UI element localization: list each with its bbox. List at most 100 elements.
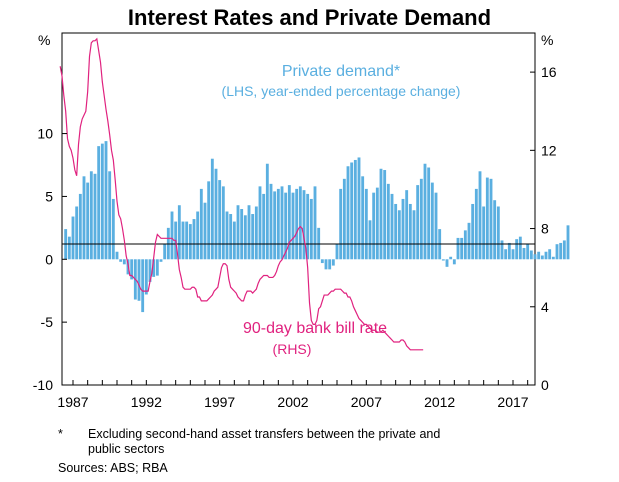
bar	[225, 211, 229, 260]
bar	[306, 193, 310, 260]
left-tick-label: 0	[45, 251, 53, 267]
bar	[566, 225, 570, 260]
bar	[562, 240, 566, 260]
bar	[203, 202, 207, 260]
bar	[309, 198, 313, 260]
bar	[302, 190, 306, 260]
bar	[434, 192, 438, 260]
left-axis-unit: %	[38, 32, 50, 48]
x-axis-ticks: 1987 1992 1997 2002 2007 2012 2017	[57, 380, 529, 410]
footnote-text: Excluding second-hand asset transfers be…	[88, 427, 528, 457]
bar	[262, 193, 266, 260]
bar	[467, 222, 471, 260]
bar	[526, 244, 530, 260]
bar	[335, 244, 339, 260]
plot-area	[61, 32, 536, 386]
bar	[78, 193, 82, 260]
bar	[522, 247, 526, 260]
bar	[353, 159, 357, 260]
bar	[192, 219, 196, 260]
bar	[236, 205, 240, 260]
bar	[551, 256, 555, 260]
bar	[372, 192, 376, 260]
bar	[86, 182, 90, 260]
bar	[291, 192, 295, 260]
bar	[148, 259, 152, 282]
bar	[71, 216, 75, 260]
bar	[163, 244, 167, 260]
bar	[284, 192, 288, 260]
bar	[452, 259, 456, 265]
bar	[375, 187, 379, 260]
bar	[361, 176, 365, 260]
footnote-line-2: public sectors	[88, 442, 165, 456]
bar	[518, 236, 522, 260]
bank-bill-rate-label: 90-day bank bill rate	[243, 320, 387, 337]
bar	[276, 188, 280, 260]
bar	[280, 186, 284, 260]
bar	[419, 178, 423, 260]
bar	[313, 186, 317, 260]
bar	[177, 205, 181, 260]
right-tick-label: 12	[541, 142, 557, 158]
bar	[115, 251, 119, 260]
bar	[390, 193, 394, 260]
bar	[489, 178, 493, 260]
bar	[218, 180, 222, 260]
bar	[75, 206, 79, 260]
x-tick-label: 2012	[424, 394, 455, 410]
bar	[273, 191, 277, 260]
bar	[159, 259, 163, 262]
bar	[430, 182, 434, 260]
bar	[93, 173, 97, 260]
private-demand-label: Private demand*	[282, 63, 400, 80]
bar	[449, 256, 453, 260]
bar	[331, 259, 335, 266]
x-tick-label: 1997	[204, 394, 235, 410]
bar	[170, 211, 174, 260]
bar	[328, 259, 332, 270]
bar	[221, 186, 225, 260]
x-tick-label: 2017	[497, 394, 528, 410]
sources-note: Sources: ABS; RBA	[58, 461, 168, 475]
x-tick-label: 1987	[57, 394, 88, 410]
bar	[181, 221, 185, 260]
bar	[482, 206, 486, 260]
bar	[269, 183, 273, 260]
bar	[111, 198, 115, 260]
bar	[342, 178, 346, 260]
bar	[298, 186, 302, 260]
bar	[240, 209, 244, 260]
bar	[412, 210, 416, 260]
bar	[540, 255, 544, 260]
footnote-marker: *	[58, 427, 63, 441]
bar	[339, 188, 343, 260]
bar	[511, 249, 515, 260]
bar	[251, 214, 255, 260]
bar	[544, 251, 548, 260]
bar	[441, 259, 445, 261]
right-tick-label: 0	[541, 377, 549, 393]
right-axis-unit: %	[541, 32, 553, 48]
bar	[496, 206, 500, 260]
bar	[188, 224, 192, 260]
left-axis-ticks: 10 5 0 -5 -10	[33, 126, 67, 393]
x-tick-label: 2002	[277, 394, 308, 410]
bar	[463, 230, 467, 260]
bar	[423, 163, 427, 260]
bar	[247, 205, 251, 260]
bar	[214, 168, 218, 260]
bar	[357, 157, 361, 260]
bar	[155, 259, 159, 276]
bar	[555, 244, 559, 260]
bar	[500, 240, 504, 260]
bar	[533, 254, 537, 260]
bar	[529, 250, 533, 260]
bar	[265, 163, 269, 260]
bar	[548, 249, 552, 260]
bar	[445, 259, 449, 267]
bar	[507, 242, 511, 260]
bar	[416, 185, 420, 260]
footnote-line-1: Excluding second-hand asset transfers be…	[88, 427, 441, 441]
